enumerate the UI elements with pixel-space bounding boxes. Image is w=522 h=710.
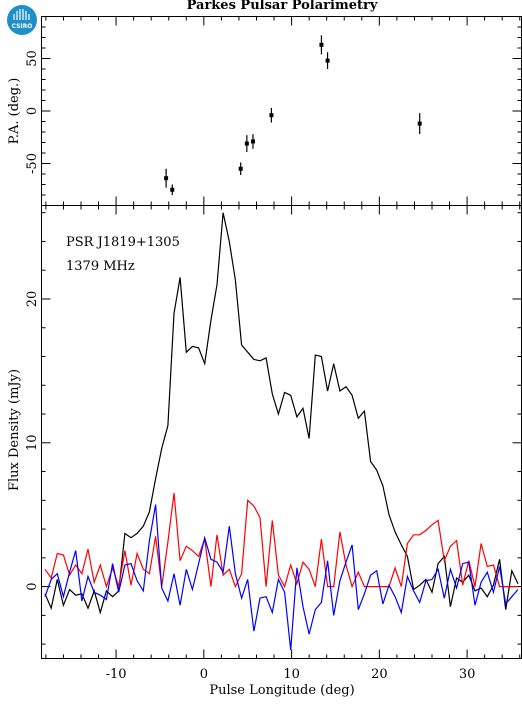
pa-point <box>238 166 243 171</box>
flux-axis-ticks: -10 0 10 20 30 0 10 20 <box>25 205 522 682</box>
pa-y-tick-label: -50 <box>25 153 40 174</box>
flux-series <box>44 212 519 650</box>
pa-point <box>170 187 175 192</box>
pa-point <box>319 42 324 47</box>
x-tick-label: 0 <box>200 667 208 682</box>
pa-y-tick-label: 50 <box>25 50 40 67</box>
pa-panel-frame <box>41 16 522 206</box>
pa-point <box>164 176 169 181</box>
pa-y-axis-label: P.A. (deg.) <box>7 78 22 145</box>
flux-y-tick-label: 0 <box>25 582 40 590</box>
x-tick-label: 30 <box>459 667 476 682</box>
pa-y-tick-label: 0 <box>25 107 40 115</box>
x-axis-label: Pulse Longitude (deg) <box>209 683 354 698</box>
csiro-logo: CSIRO <box>7 5 37 35</box>
pa-points <box>164 35 422 195</box>
flux-y-axis-label: Flux Density (mJy) <box>7 369 22 491</box>
flux-y-tick-label: 10 <box>25 435 40 452</box>
pa-point <box>269 113 274 118</box>
pa-point <box>250 139 255 144</box>
pulsar-name-annotation: PSR J1819+1305 <box>66 235 180 250</box>
pa-point <box>244 141 249 146</box>
svg-text:CSIRO: CSIRO <box>12 23 33 30</box>
pa-point <box>417 121 422 126</box>
pa-axis-ticks: -50 0 50 <box>25 16 522 206</box>
flux-series-line <box>44 493 518 589</box>
chart-title: Parkes Pulsar Polarimetry <box>187 0 378 13</box>
x-tick-label: 10 <box>283 667 300 682</box>
flux-series-line <box>44 504 519 650</box>
x-tick-label: 20 <box>371 667 388 682</box>
flux-series-line <box>44 212 519 615</box>
x-tick-label: -10 <box>106 667 127 682</box>
flux-y-tick-label: 20 <box>25 291 40 308</box>
frequency-annotation: 1379 MHz <box>66 259 135 274</box>
pa-point <box>325 58 330 63</box>
